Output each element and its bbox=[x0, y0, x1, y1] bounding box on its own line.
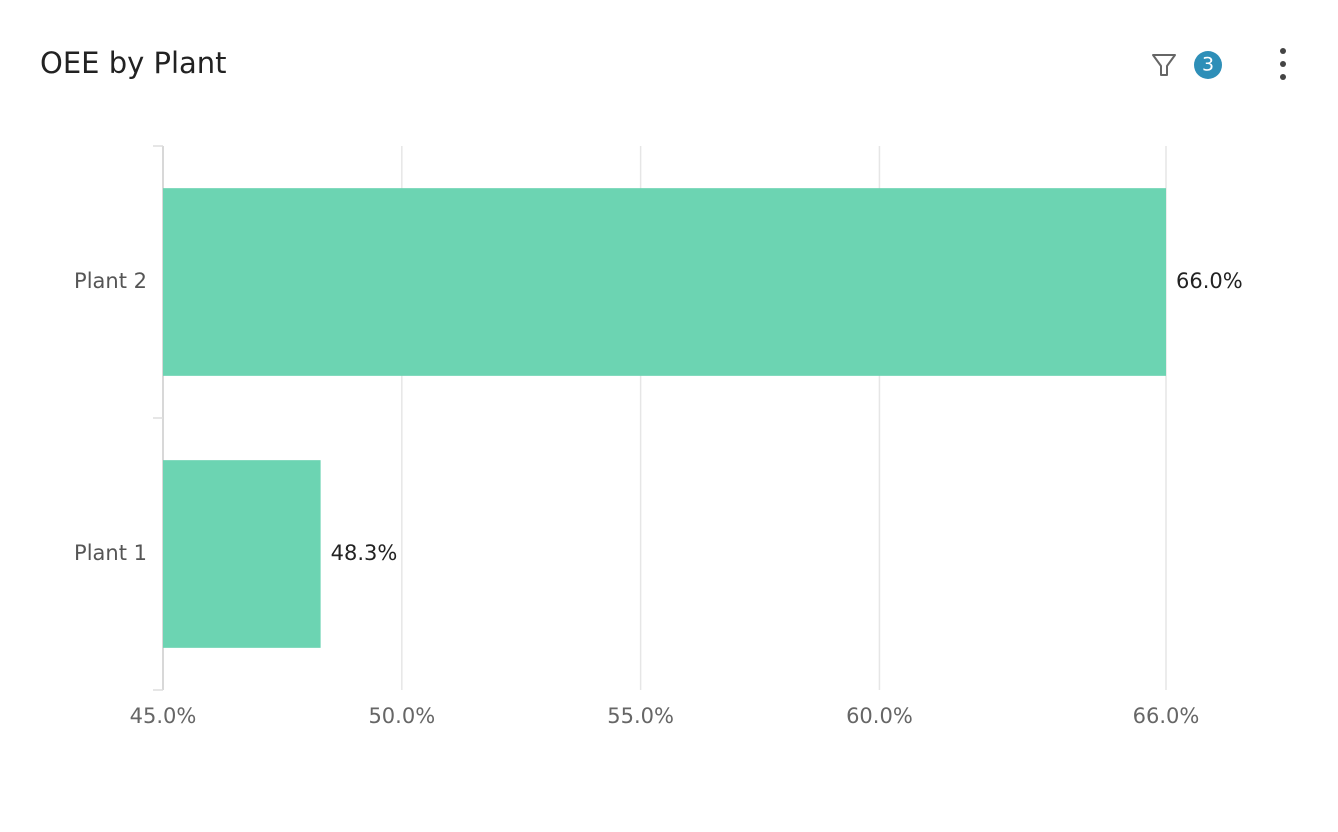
menu-dot bbox=[1280, 74, 1286, 80]
bar bbox=[163, 188, 1166, 376]
x-tick-label: 45.0% bbox=[130, 704, 197, 728]
value-label: 66.0% bbox=[1176, 269, 1243, 293]
x-tick-label: 60.0% bbox=[846, 704, 913, 728]
more-menu[interactable] bbox=[1280, 48, 1286, 80]
menu-dot bbox=[1280, 48, 1286, 54]
bar bbox=[163, 460, 321, 648]
filter-badge bbox=[1194, 51, 1222, 79]
filter-icon bbox=[1152, 54, 1176, 76]
x-tick-label: 50.0% bbox=[368, 704, 435, 728]
value-label: 48.3% bbox=[331, 541, 398, 565]
y-tick-label: Plant 1 bbox=[74, 541, 147, 565]
x-tick-label: 66.0% bbox=[1133, 704, 1200, 728]
chart-title: OEE by Plant bbox=[40, 46, 227, 80]
menu-dot bbox=[1280, 61, 1286, 67]
y-tick-label: Plant 2 bbox=[74, 269, 147, 293]
filter-count: 3 bbox=[1202, 54, 1214, 76]
filter-button[interactable]: 3 bbox=[1152, 51, 1222, 79]
x-tick-label: 55.0% bbox=[607, 704, 674, 728]
